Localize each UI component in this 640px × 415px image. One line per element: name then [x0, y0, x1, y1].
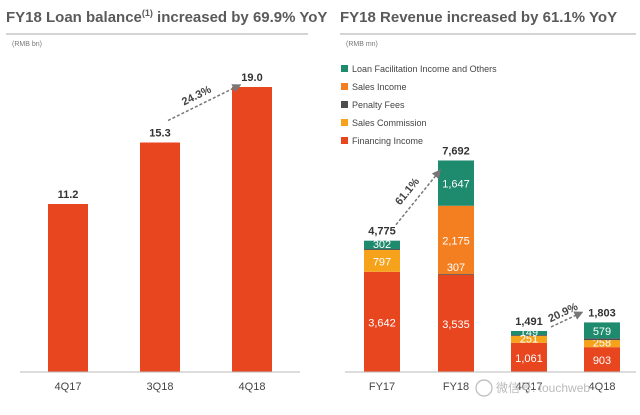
legend-swatch-facilitation	[341, 65, 348, 72]
legend-label-penalty: Penalty Fees	[352, 100, 405, 110]
legend-label-commission: Sales Commission	[352, 118, 427, 128]
rev-segment-label: 903	[593, 355, 611, 367]
loan-growth-arrow	[167, 84, 242, 122]
revenue-legend: Loan Facilitation Income and Others Sales…	[341, 64, 497, 146]
loan-value-label: 11.2	[58, 189, 79, 201]
rev-segment-label: 258	[593, 338, 611, 350]
rev-segment-label: 251	[520, 333, 538, 345]
rev-segment-label: 1,647	[442, 179, 470, 191]
rev-growth-label: 20.9%	[547, 301, 581, 325]
watermark: 微信号: touchweb	[475, 379, 590, 397]
revenue-chart-title: FY18 Revenue increased by 61.1% YoY	[340, 9, 617, 26]
rev-segment-label: 149	[520, 327, 538, 339]
legend-label-financing: Financing Income	[352, 136, 423, 146]
loan-bars: 11.2 15.3 19.0	[48, 72, 272, 372]
rev-growth-arrow	[395, 169, 441, 226]
loan-bar-3q18	[140, 142, 180, 372]
rev-bar-commission-4q17	[511, 335, 547, 343]
rev-bar-facilitation-fy18	[438, 160, 474, 206]
loan-growth-label: 24.3%	[180, 84, 213, 109]
rev-tick-label: FY17	[369, 381, 395, 393]
rev-growth-label: 61.1%	[393, 176, 422, 208]
rev-bar-penalty-4q17	[511, 335, 547, 336]
loan-value-label: 19.0	[241, 72, 262, 84]
rev-bar-facilitation-fy17	[364, 240, 400, 249]
loan-growth: 24.3%	[167, 84, 242, 122]
legend-swatch-commission	[341, 119, 348, 126]
rev-total-label: 7,692	[442, 145, 470, 157]
rev-bar-commission-fy17	[364, 249, 400, 272]
loan-bar-4q17	[48, 204, 88, 372]
legend-label-sales: Sales Income	[352, 82, 407, 92]
rev-bar-facilitation-4q17	[511, 330, 547, 336]
legend-swatch-penalty	[341, 101, 348, 108]
rev-segment-label: 2,175	[442, 235, 470, 247]
rev-segment-label: 3,642	[368, 317, 396, 329]
rev-bar-penalty-fy18	[438, 274, 474, 275]
rev-bar-commission-4q18	[584, 340, 620, 348]
rev-growth-arrow	[550, 311, 584, 328]
rev-bar-financing-4q17	[511, 342, 547, 372]
loan-tick-label: 3Q18	[147, 381, 174, 393]
rev-bar-penalty-4q18	[584, 338, 620, 341]
rev-total-label: 4,775	[368, 226, 396, 238]
legend-swatch-sales	[341, 83, 348, 90]
loan-bar-4q18	[232, 87, 272, 372]
rev-bar-financing-fy18	[438, 274, 474, 372]
rev-total-label: 1,803	[588, 307, 616, 319]
rev-segment-label: 1,061	[515, 353, 543, 365]
loan-chart-title: FY18 Loan balance(1) increased by 69.9% …	[6, 8, 327, 26]
loan-tick-label: 4Q17	[55, 381, 82, 393]
rev-segment-label: 579	[593, 326, 611, 338]
rev-tick-label: FY18	[443, 381, 469, 393]
loan-ticks: 4Q17 3Q18 4Q18	[55, 381, 266, 393]
loan-value-label: 15.3	[149, 128, 170, 140]
wechat-icon	[475, 379, 493, 397]
watermark-text: 微信号: touchweb	[496, 381, 590, 395]
rev-bar-financing-4q18	[584, 347, 620, 372]
revenue-unit-label: (RMB mn)	[346, 41, 378, 48]
rev-segment-label: 3,535	[442, 319, 470, 331]
revenue-ticks: FY17 FY18 4Q17 4Q18	[369, 381, 616, 393]
rev-segment-label: 302	[373, 239, 391, 251]
rev-total-label: 1,491	[515, 316, 543, 328]
legend-label-facilitation: Loan Facilitation Income and Others	[352, 64, 497, 74]
rev-bar-penalty-fy17	[364, 248, 400, 250]
rev-tick-label: 4Q18	[589, 381, 616, 393]
legend-swatch-financing	[341, 137, 348, 144]
rev-bar-financing-fy17	[364, 271, 400, 372]
rev-tick-label: 4Q17	[516, 381, 543, 393]
rev-bar-facilitation-4q18	[584, 322, 620, 339]
rev-sales-sublabel: 307	[447, 262, 465, 274]
loan-tick-label: 4Q18	[239, 381, 266, 393]
loan-unit-label: (RMB bn)	[12, 41, 42, 48]
rev-segment-label: 797	[373, 256, 391, 268]
revenue-growth: 61.1% 20.9%	[393, 169, 584, 328]
rev-bar-sales-fy18	[438, 205, 474, 275]
